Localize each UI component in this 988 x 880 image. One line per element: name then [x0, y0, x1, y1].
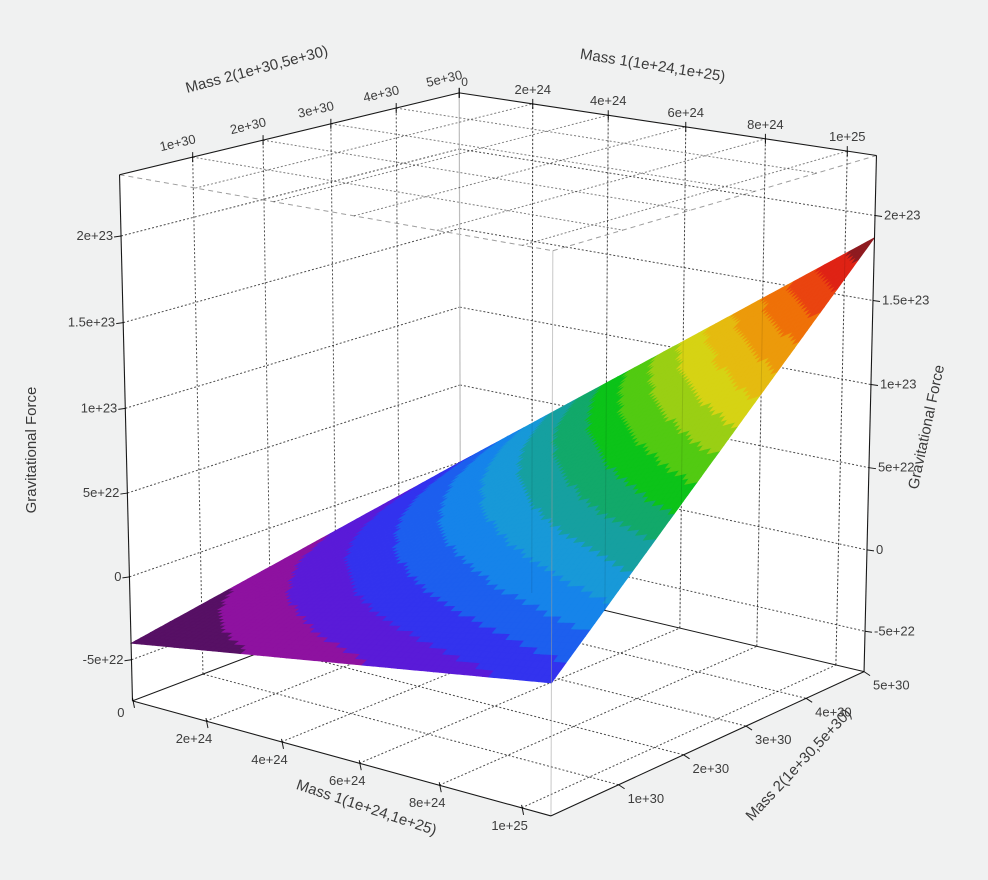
surface-mesh — [129, 237, 875, 684]
floor-grid-y — [270, 647, 684, 756]
right-wall-grid-x — [679, 126, 687, 629]
right-wall-grid-x — [604, 115, 609, 611]
hidden-top-edge-right — [552, 155, 877, 252]
floor-grid-x — [439, 645, 758, 786]
left-wall-grid-y — [262, 140, 272, 649]
floor-grid-x — [521, 664, 837, 809]
hidden-top-edge-left — [119, 174, 553, 252]
left-wall-grid-y — [330, 123, 337, 624]
hidden-edges — [119, 155, 877, 252]
floor-grid-x — [359, 627, 681, 764]
right-wall-grid-z — [459, 306, 872, 386]
right-wall-grid-x — [835, 151, 848, 665]
